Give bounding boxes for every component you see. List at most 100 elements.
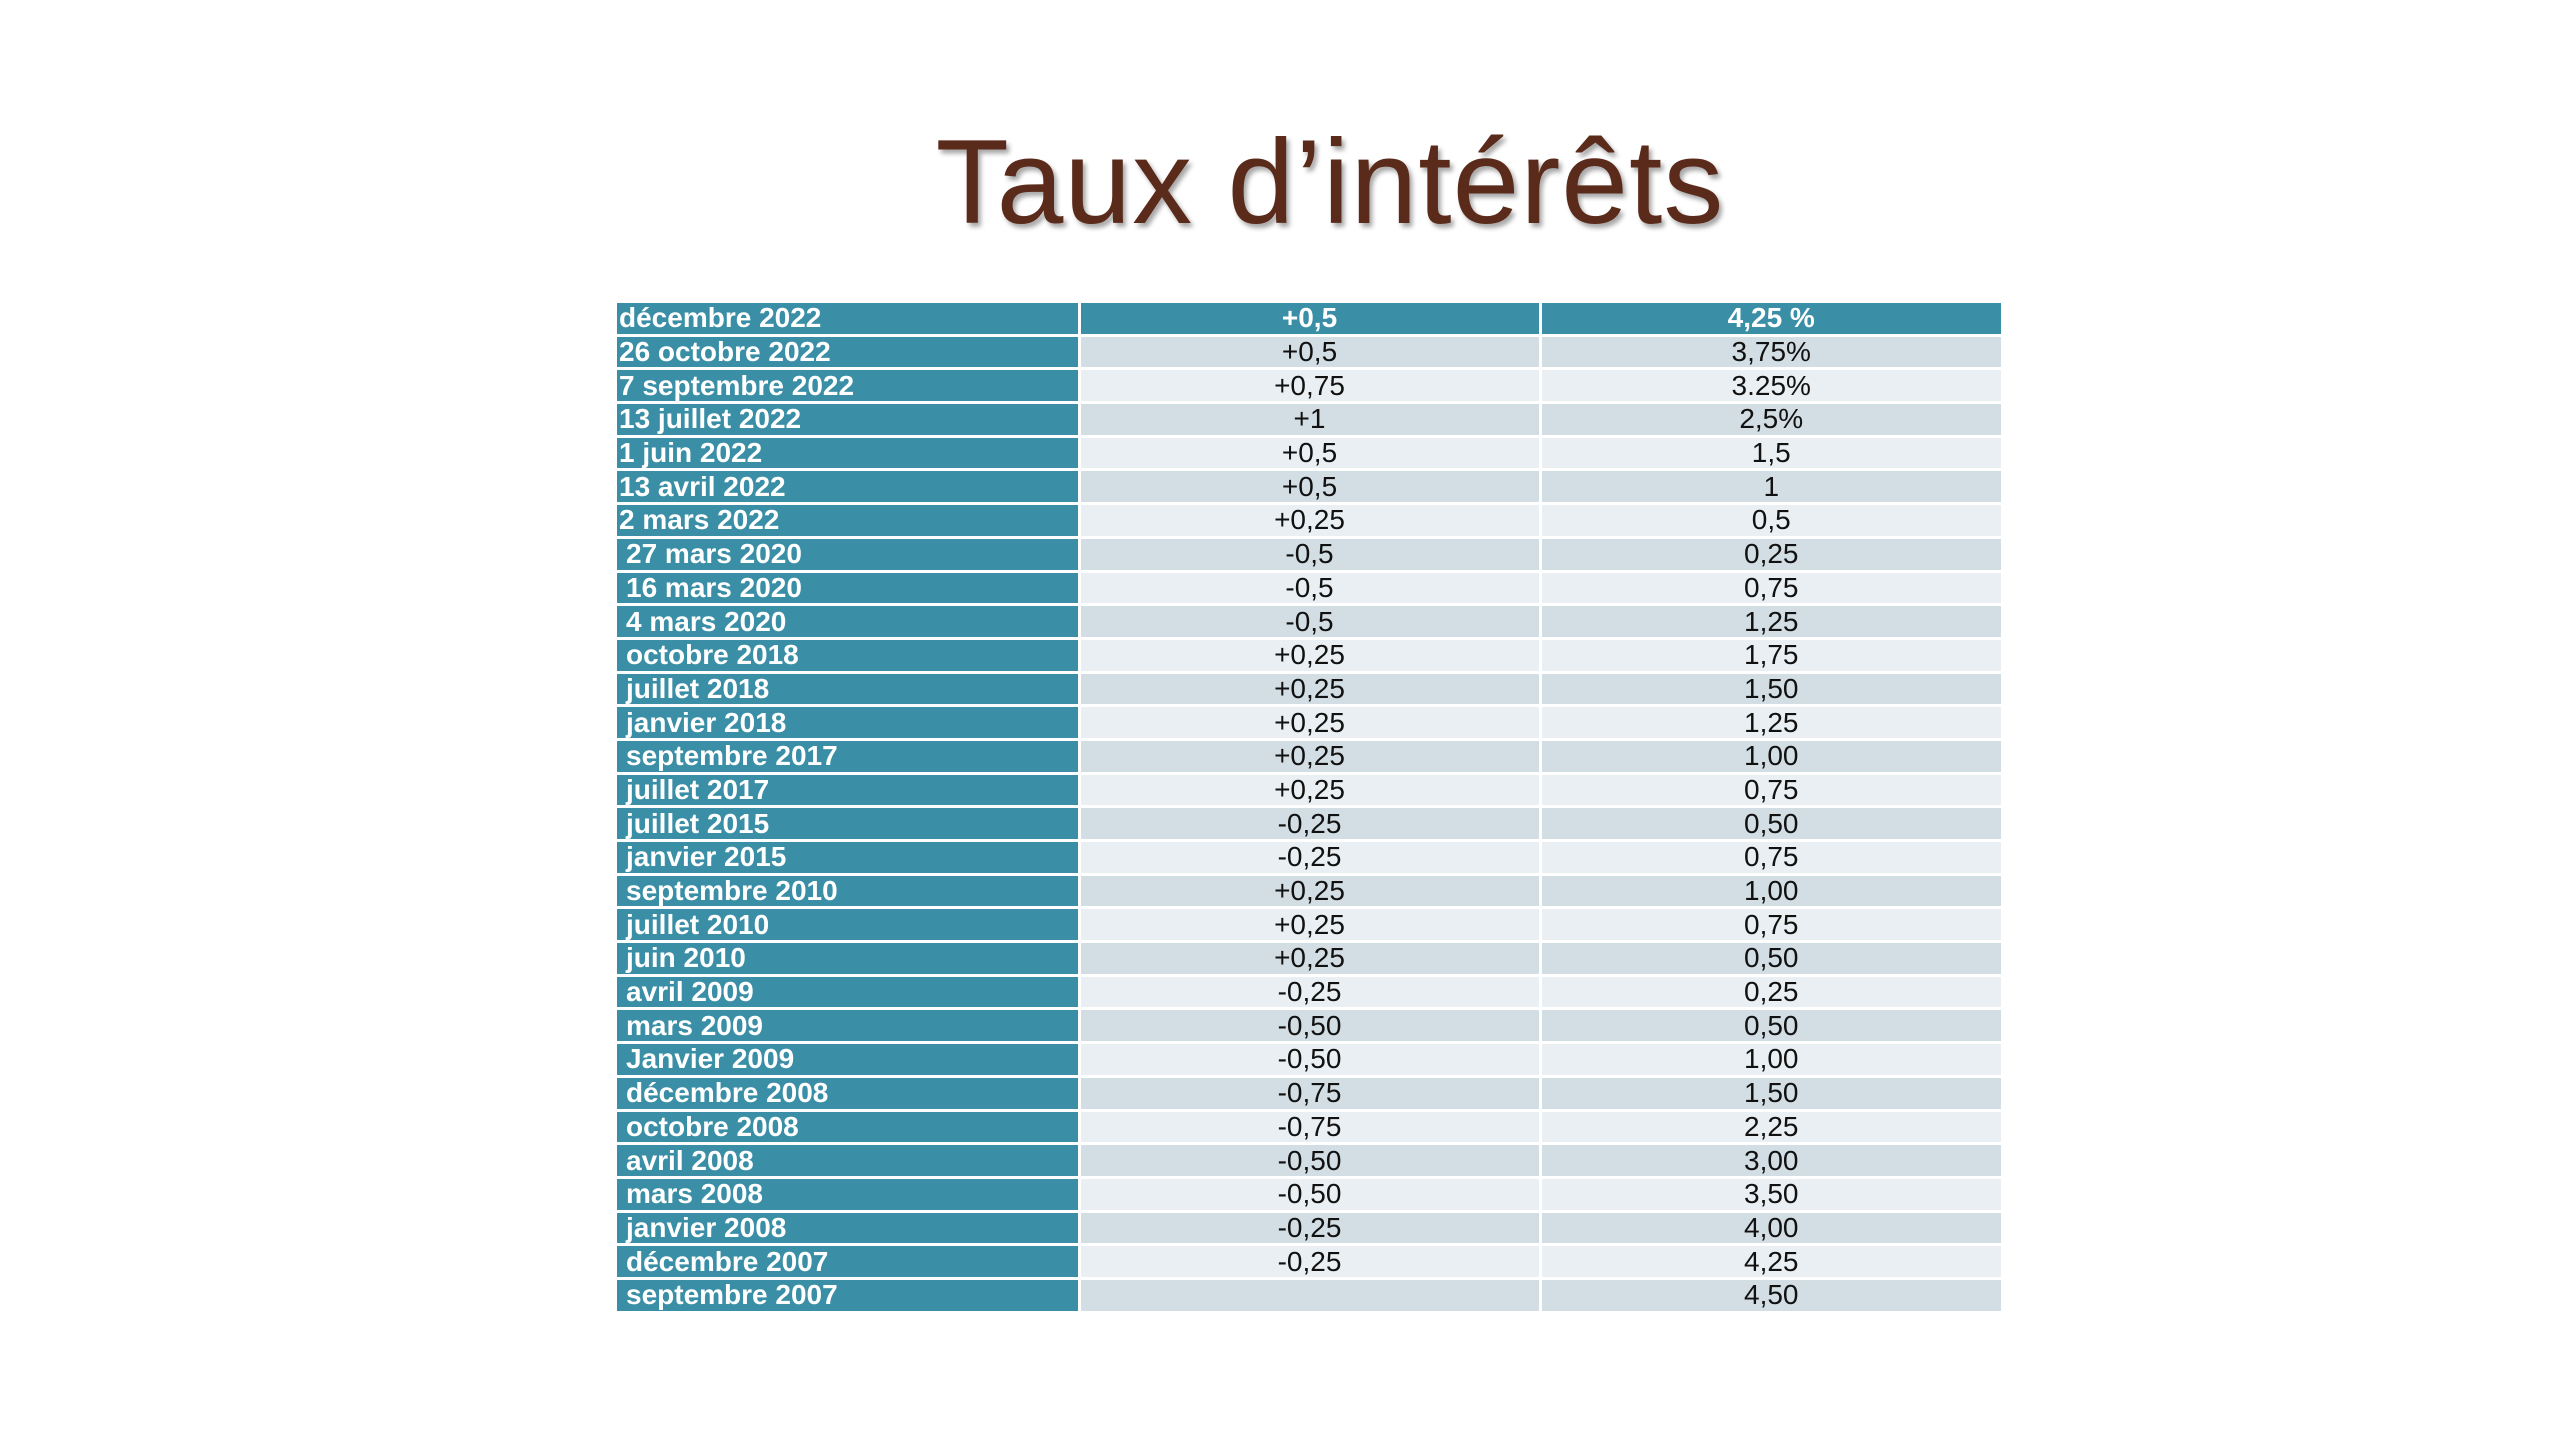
- change-cell: +0,25: [1079, 503, 1542, 539]
- date-cell: janvier 2008: [617, 1211, 1081, 1247]
- change-cell: -0,50: [1079, 1042, 1542, 1078]
- interest-rate-table-body: décembre 2022 +0,5 4,25 % 26 octobre 202…: [617, 303, 2001, 1314]
- rate-cell: 0,25: [1540, 537, 2001, 573]
- table-row: 16 mars 2020 -0,5 0,75: [617, 571, 2001, 607]
- header-date-cell: décembre 2022: [617, 303, 1081, 337]
- change-cell: +0,25: [1079, 907, 1542, 944]
- change-cell: -0,75: [1079, 1076, 1542, 1112]
- change-cell: +0,5: [1079, 436, 1542, 472]
- table-row: mars 2008 -0,50 3,50: [617, 1177, 2001, 1213]
- rate-cell: 0,50: [1540, 1008, 2001, 1045]
- date-cell: octobre 2008: [617, 1110, 1081, 1146]
- table-header-row: décembre 2022 +0,5 4,25 %: [617, 303, 2001, 337]
- date-cell: janvier 2015: [617, 840, 1081, 876]
- date-cell: septembre 2007: [617, 1278, 1081, 1314]
- date-cell: 2 mars 2022: [617, 503, 1081, 539]
- rate-cell: 3,00: [1540, 1143, 2001, 1179]
- rate-cell: 3.25%: [1540, 368, 2001, 405]
- rate-cell: 4,00: [1540, 1211, 2001, 1247]
- rate-cell: 1,25: [1540, 705, 2001, 741]
- change-cell: [1079, 1278, 1542, 1314]
- date-cell: 26 octobre 2022: [617, 335, 1081, 371]
- change-cell: -0,50: [1079, 1177, 1542, 1213]
- header-change-cell: +0,5: [1079, 303, 1542, 337]
- date-cell: septembre 2017: [617, 739, 1081, 775]
- rate-cell: 1,75: [1540, 638, 2001, 674]
- rate-cell: 0,5: [1540, 503, 2001, 539]
- rate-cell: 2,25: [1540, 1110, 2001, 1146]
- table-row: décembre 2008 -0,75 1,50: [617, 1076, 2001, 1112]
- date-cell: juillet 2017: [617, 773, 1081, 809]
- rate-cell: 0,50: [1540, 941, 2001, 977]
- date-cell: juillet 2015: [617, 806, 1081, 842]
- rate-cell: 1,25: [1540, 604, 2001, 640]
- table-row: avril 2008 -0,50 3,00: [617, 1143, 2001, 1179]
- rate-cell: 1,00: [1540, 874, 2001, 910]
- rate-cell: 1,00: [1540, 1042, 2001, 1078]
- rate-cell: 0,50: [1540, 806, 2001, 842]
- table-row: juillet 2015 -0,25 0,50: [617, 806, 2001, 842]
- date-cell: avril 2008: [617, 1143, 1081, 1179]
- date-cell: décembre 2007: [617, 1244, 1081, 1280]
- date-cell: décembre 2008: [617, 1076, 1081, 1112]
- rate-cell: 0,75: [1540, 773, 2001, 809]
- change-cell: -0,25: [1079, 1211, 1542, 1247]
- change-cell: +0,25: [1079, 638, 1542, 674]
- table-row: Janvier 2009 -0,50 1,00: [617, 1042, 2001, 1078]
- rate-cell: 0,25: [1540, 975, 2001, 1011]
- change-cell: +0,25: [1079, 739, 1542, 775]
- table-row: 7 septembre 2022 +0,75 3.25%: [617, 368, 2001, 405]
- rate-cell: 3,50: [1540, 1177, 2001, 1213]
- date-cell: avril 2009: [617, 975, 1081, 1011]
- date-cell: Janvier 2009: [617, 1042, 1081, 1078]
- change-cell: -0,50: [1079, 1008, 1542, 1045]
- header-rate-cell: 4,25 %: [1540, 303, 2001, 337]
- table-row: juillet 2010 +0,25 0,75: [617, 907, 2001, 944]
- change-cell: +0,75: [1079, 368, 1542, 405]
- table-row: juin 2010 +0,25 0,50: [617, 941, 2001, 977]
- table-row: décembre 2007 -0,25 4,25: [617, 1244, 2001, 1280]
- change-cell: +0,25: [1079, 672, 1542, 708]
- change-cell: +1: [1079, 402, 1542, 438]
- date-cell: octobre 2018: [617, 638, 1081, 674]
- change-cell: -0,75: [1079, 1110, 1542, 1146]
- change-cell: +0,25: [1079, 874, 1542, 910]
- table-row: juillet 2017 +0,25 0,75: [617, 773, 2001, 809]
- change-cell: -0,25: [1079, 840, 1542, 876]
- table-row: octobre 2008 -0,75 2,25: [617, 1110, 2001, 1146]
- table-row: 13 juillet 2022 +1 2,5%: [617, 402, 2001, 438]
- change-cell: -0,5: [1079, 604, 1542, 640]
- table-row: 1 juin 2022 +0,5 1,5: [617, 436, 2001, 472]
- change-cell: -0,5: [1079, 537, 1542, 573]
- rate-cell: 1: [1540, 469, 2001, 506]
- table-row: 27 mars 2020 -0,5 0,25: [617, 537, 2001, 573]
- change-cell: -0,25: [1079, 975, 1542, 1011]
- interest-rate-table: décembre 2022 +0,5 4,25 % 26 octobre 202…: [617, 303, 2001, 1314]
- rate-cell: 4,50: [1540, 1278, 2001, 1314]
- date-cell: juin 2010: [617, 941, 1081, 977]
- date-cell: 13 avril 2022: [617, 469, 1081, 506]
- table-row: 26 octobre 2022 +0,5 3,75%: [617, 335, 2001, 371]
- date-cell: juillet 2010: [617, 907, 1081, 944]
- change-cell: -0,25: [1079, 1244, 1542, 1280]
- table-row: janvier 2015 -0,25 0,75: [617, 840, 2001, 876]
- table-row: 4 mars 2020 -0,5 1,25: [617, 604, 2001, 640]
- table-row: octobre 2018 +0,25 1,75: [617, 638, 2001, 674]
- rate-cell: 4,25: [1540, 1244, 2001, 1280]
- rate-cell: 1,50: [1540, 1076, 2001, 1112]
- rate-cell: 1,50: [1540, 672, 2001, 708]
- table-row: septembre 2010 +0,25 1,00: [617, 874, 2001, 910]
- date-cell: septembre 2010: [617, 874, 1081, 910]
- table-row: 13 avril 2022 +0,5 1: [617, 469, 2001, 506]
- table-row: mars 2009 -0,50 0,50: [617, 1008, 2001, 1045]
- rate-cell: 0,75: [1540, 840, 2001, 876]
- date-cell: mars 2008: [617, 1177, 1081, 1213]
- date-cell: 16 mars 2020: [617, 571, 1081, 607]
- date-cell: 7 septembre 2022: [617, 368, 1081, 405]
- table-row: septembre 2017 +0,25 1,00: [617, 739, 2001, 775]
- rate-cell: 2,5%: [1540, 402, 2001, 438]
- rate-cell: 0,75: [1540, 571, 2001, 607]
- slide-title: Taux d’intérêts: [935, 115, 1725, 249]
- date-cell: mars 2009: [617, 1008, 1081, 1045]
- change-cell: -0,50: [1079, 1143, 1542, 1179]
